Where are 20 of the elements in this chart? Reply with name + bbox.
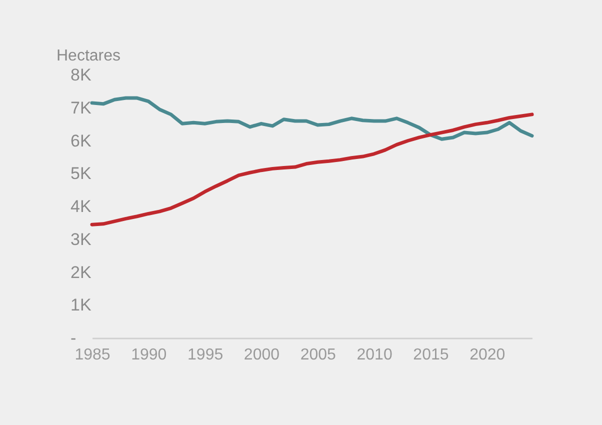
- y-axis-title: Hectares: [56, 48, 121, 64]
- y-tick-label: 8K: [70, 66, 92, 84]
- y-tick-label: 5K: [70, 164, 92, 184]
- x-tick-label: 2020: [470, 346, 506, 364]
- line-series: [90, 112, 534, 226]
- line-series: [90, 96, 534, 141]
- x-tick-label: 2005: [300, 346, 336, 364]
- y-tick-label: -: [70, 328, 76, 348]
- x-tick-label: 1985: [74, 346, 110, 364]
- x-tick-label: 2010: [356, 346, 392, 364]
- x-tick-label: 2015: [413, 346, 449, 364]
- y-tick-label: 2K: [70, 262, 92, 282]
- y-tick-label: 3K: [70, 230, 92, 249]
- y-tick-label: 4K: [70, 197, 92, 216]
- x-tick-label: 2000: [244, 346, 280, 364]
- x-tick-label: 1990: [131, 346, 167, 364]
- x-tick-label: 1995: [188, 346, 224, 364]
- y-tick-label: 1K: [70, 296, 92, 315]
- y-tick-label: 6K: [70, 131, 92, 150]
- y-tick-label: 7K: [70, 98, 92, 118]
